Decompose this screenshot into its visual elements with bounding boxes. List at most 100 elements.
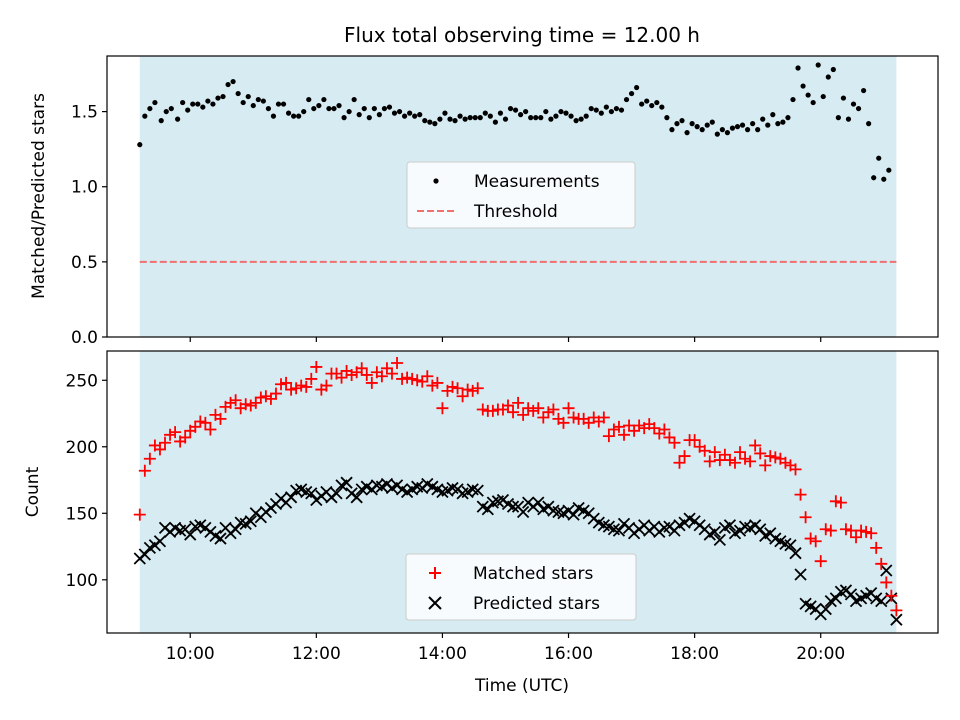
measurement-point bbox=[175, 116, 181, 122]
measurement-point bbox=[152, 99, 158, 106]
matched-star-point bbox=[269, 387, 282, 400]
measurement-point bbox=[477, 115, 483, 121]
measurement-point bbox=[528, 115, 534, 121]
matched-star-point bbox=[764, 450, 777, 463]
matched-star-point bbox=[385, 367, 398, 380]
measurement-point bbox=[810, 99, 816, 106]
measurement-point bbox=[240, 99, 246, 106]
measurement-point bbox=[137, 142, 143, 148]
measurement-point bbox=[225, 81, 231, 88]
predicted-star-point bbox=[819, 602, 832, 616]
measurement-point bbox=[866, 121, 872, 127]
measurement-point bbox=[618, 107, 625, 113]
measurement-point bbox=[603, 104, 609, 110]
measurement-point bbox=[689, 121, 695, 127]
measurement-point bbox=[583, 113, 589, 119]
measurement-point bbox=[447, 116, 453, 122]
matched-star-point bbox=[713, 454, 726, 467]
measurement-point bbox=[744, 127, 751, 133]
matched-star-point bbox=[703, 455, 716, 468]
matched-star-point bbox=[275, 378, 288, 391]
measurement-point bbox=[775, 121, 781, 127]
measurement-point bbox=[613, 105, 620, 112]
matched-star-point bbox=[844, 524, 857, 537]
top-y-axis-label: Matched/Predicted stars bbox=[29, 93, 49, 299]
matched-star-point bbox=[759, 459, 772, 472]
matched-star-point bbox=[199, 416, 212, 429]
predicted-star-point bbox=[305, 487, 318, 500]
measurement-point bbox=[543, 108, 549, 115]
y-tick-label: 0.0 bbox=[71, 328, 98, 348]
matched-star-point bbox=[597, 411, 610, 424]
predicted-star-point bbox=[153, 535, 167, 548]
measurement-point bbox=[694, 124, 700, 130]
measurement-point bbox=[472, 115, 478, 121]
measurement-point bbox=[815, 62, 821, 68]
measurement-point bbox=[845, 116, 852, 122]
matched-star-point bbox=[305, 372, 318, 385]
matched-star-point bbox=[290, 382, 303, 395]
measurement-point bbox=[558, 108, 564, 115]
matched-star-point bbox=[542, 406, 555, 419]
matched-star-point bbox=[375, 370, 388, 383]
measurement-point bbox=[886, 167, 892, 173]
measurement-point bbox=[331, 105, 337, 112]
measurement-point bbox=[190, 101, 196, 107]
measurement-point bbox=[215, 95, 221, 101]
measurement-point bbox=[518, 112, 524, 118]
matched-star-point bbox=[380, 362, 393, 375]
measurement-point bbox=[830, 66, 836, 73]
predicted-star-point bbox=[754, 523, 767, 536]
measurement-point bbox=[790, 96, 796, 103]
measurement-point bbox=[407, 110, 413, 116]
matched-star-point bbox=[628, 424, 641, 437]
x-tick-label: 12:00 bbox=[292, 644, 341, 664]
measurement-point bbox=[301, 108, 307, 115]
measurement-point bbox=[679, 118, 685, 124]
matched-star-point bbox=[360, 368, 373, 381]
matched-star-point bbox=[562, 402, 575, 415]
measurement-point bbox=[654, 99, 660, 106]
measurement-point bbox=[588, 105, 594, 112]
legend-measurements-marker bbox=[433, 178, 439, 184]
matched-star-point bbox=[829, 495, 842, 508]
matched-star-point bbox=[229, 394, 242, 407]
matched-star-point bbox=[623, 419, 636, 432]
matched-star-point bbox=[865, 527, 878, 540]
matched-star-point bbox=[169, 426, 182, 439]
matched-star-point bbox=[143, 452, 156, 465]
matched-star-point bbox=[517, 408, 530, 421]
y-tick-label: 0.5 bbox=[71, 253, 98, 273]
measurement-point bbox=[659, 104, 665, 110]
x-tick-label: 18:00 bbox=[670, 644, 719, 664]
matched-star-point bbox=[532, 402, 545, 415]
measurement-point bbox=[497, 110, 504, 116]
matched-star-point bbox=[557, 416, 570, 429]
matched-star-point bbox=[875, 557, 888, 570]
measurement-point bbox=[755, 127, 761, 133]
matched-star-point bbox=[285, 383, 298, 396]
matched-star-point bbox=[426, 379, 439, 392]
top-legend: Measurements Threshold bbox=[406, 161, 636, 229]
matched-star-point bbox=[320, 379, 333, 392]
matched-star-point bbox=[431, 376, 444, 389]
matched-star-point bbox=[723, 454, 736, 467]
measurement-point bbox=[568, 113, 574, 119]
measurement-point bbox=[356, 112, 362, 118]
matched-star-point bbox=[804, 532, 817, 545]
predicted-star-point bbox=[708, 525, 721, 539]
measurement-point bbox=[850, 101, 857, 107]
matched-star-point bbox=[547, 403, 560, 416]
matched-star-point bbox=[663, 431, 676, 444]
top-ticks: 0.0 0.5 1.0 1.5 bbox=[71, 103, 822, 348]
measurement-point bbox=[805, 92, 811, 98]
bottom-y-axis-label: Count bbox=[23, 466, 43, 517]
measurement-point bbox=[770, 112, 776, 118]
measurement-point bbox=[255, 96, 261, 103]
y-tick-label: 150 bbox=[66, 504, 98, 524]
top-legend-box bbox=[406, 161, 636, 229]
matched-star-point bbox=[794, 488, 807, 501]
legend-measurements-label: Measurements bbox=[474, 172, 600, 192]
measurement-point bbox=[573, 118, 579, 124]
measurement-point bbox=[593, 107, 599, 113]
